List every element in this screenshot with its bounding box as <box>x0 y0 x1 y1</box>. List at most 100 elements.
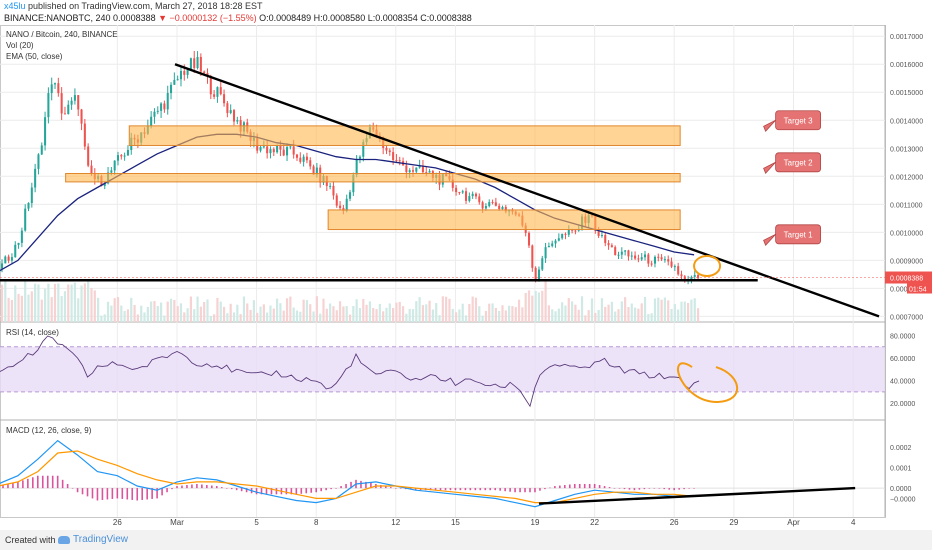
volume-bar <box>514 307 517 322</box>
candle <box>534 267 537 280</box>
candle <box>203 71 206 74</box>
candle <box>63 113 66 115</box>
candle <box>335 195 338 206</box>
volume-bar <box>551 309 554 322</box>
macd-histogram-bar <box>27 478 29 489</box>
candle <box>259 147 262 151</box>
macd-histogram-bar <box>514 488 516 493</box>
volume-bar <box>610 301 613 322</box>
volume-bar <box>259 306 262 322</box>
volume-bar <box>534 291 537 322</box>
x-tick-label: 2 <box>0 518 1 527</box>
volume-bar <box>524 292 527 322</box>
macd-histogram-bar <box>489 488 492 491</box>
candle <box>653 256 656 264</box>
volume-bar <box>630 303 633 322</box>
macd-histogram-bar <box>360 480 362 489</box>
candle <box>160 103 163 111</box>
volume-bar <box>50 297 53 322</box>
candle <box>339 205 342 209</box>
chart-canvas[interactable]: 2 26 Mar 5 8 12 15 19 22 26 29 Apr 4 0.0017000 0.00160… <box>0 0 932 530</box>
macd-histogram-bar <box>578 483 581 489</box>
macd-histogram-bar <box>573 483 576 489</box>
volume-bar <box>521 307 524 322</box>
volume-bar <box>488 303 491 322</box>
target-callout <box>775 110 822 131</box>
macd-histogram-bar <box>330 488 332 490</box>
macd-histogram-bar <box>240 488 243 492</box>
candle <box>176 79 179 81</box>
candle <box>315 167 318 175</box>
macd-histogram-bar <box>598 485 601 489</box>
volume-bar <box>388 303 391 322</box>
candle <box>309 160 312 167</box>
macd-histogram-bar <box>464 488 467 491</box>
rsi-line <box>0 335 700 408</box>
macd-tick-label: −0.0000 <box>890 496 916 503</box>
macd-histogram-bar <box>499 488 501 491</box>
candle <box>299 157 302 162</box>
candle <box>295 154 299 158</box>
candle <box>468 196 471 201</box>
volume-bar <box>392 308 395 322</box>
candle <box>418 165 421 168</box>
macd-histogram-bar <box>295 488 298 495</box>
volume-bar <box>517 299 521 322</box>
volume-bar <box>454 312 458 322</box>
volume-bar <box>189 296 193 322</box>
volume-bar <box>7 297 10 322</box>
macd-histogram-bar <box>17 481 19 489</box>
candle <box>269 149 272 154</box>
publish-info: x45lu published on TradingView.com, Marc… <box>4 1 263 11</box>
volume-bar <box>468 303 471 322</box>
candle <box>0 263 4 269</box>
candle <box>693 274 696 277</box>
macd-histogram-bar <box>439 488 442 491</box>
volume-bar <box>547 305 550 322</box>
candle <box>312 166 315 175</box>
candle <box>554 240 557 244</box>
volume-bar <box>282 310 285 322</box>
volume-bar <box>481 315 484 322</box>
macd-histogram-bar <box>618 488 621 489</box>
volume-bar <box>14 285 17 322</box>
candle <box>663 259 666 261</box>
macd-histogram-bar <box>71 488 74 489</box>
tradingview-logo[interactable]: TradingView <box>58 534 128 545</box>
volume-bar <box>159 302 163 322</box>
volume-bar <box>527 290 531 322</box>
candle <box>345 198 348 211</box>
volume-bar <box>133 305 136 322</box>
target-label: Target 2 <box>784 158 813 167</box>
x-tick-label: 4 <box>851 518 856 527</box>
volume-bar <box>222 306 226 322</box>
candle <box>163 103 166 110</box>
macd-histogram-bar <box>305 488 308 494</box>
candle <box>196 56 199 69</box>
macd-histogram-bar <box>325 488 327 491</box>
publisher-name[interactable]: x45lu <box>4 1 26 11</box>
rsi-tick-label: 80.0000 <box>890 334 915 341</box>
macd-histogram-bar <box>126 488 129 500</box>
circle-annotation <box>693 254 722 277</box>
volume-bar <box>249 309 252 322</box>
macd-histogram-bar <box>524 488 526 493</box>
candle <box>398 160 401 162</box>
candle <box>617 254 620 256</box>
candle <box>637 258 640 260</box>
candle <box>170 84 173 94</box>
macd-histogram-bar <box>559 485 561 489</box>
macd-histogram-bar <box>459 488 462 491</box>
volume-bar <box>229 303 232 322</box>
candle <box>455 187 458 192</box>
volume-bar <box>441 296 444 322</box>
x-tick-label: 8 <box>314 518 319 527</box>
volume-bar <box>690 299 693 322</box>
macd-histogram-bar <box>106 488 109 500</box>
macd-histogram-bar <box>365 481 367 489</box>
candle <box>657 256 660 258</box>
macd-histogram-bar <box>583 483 586 489</box>
last-price-tag <box>885 271 932 284</box>
macd-trendline <box>538 486 856 505</box>
candle <box>604 235 607 244</box>
